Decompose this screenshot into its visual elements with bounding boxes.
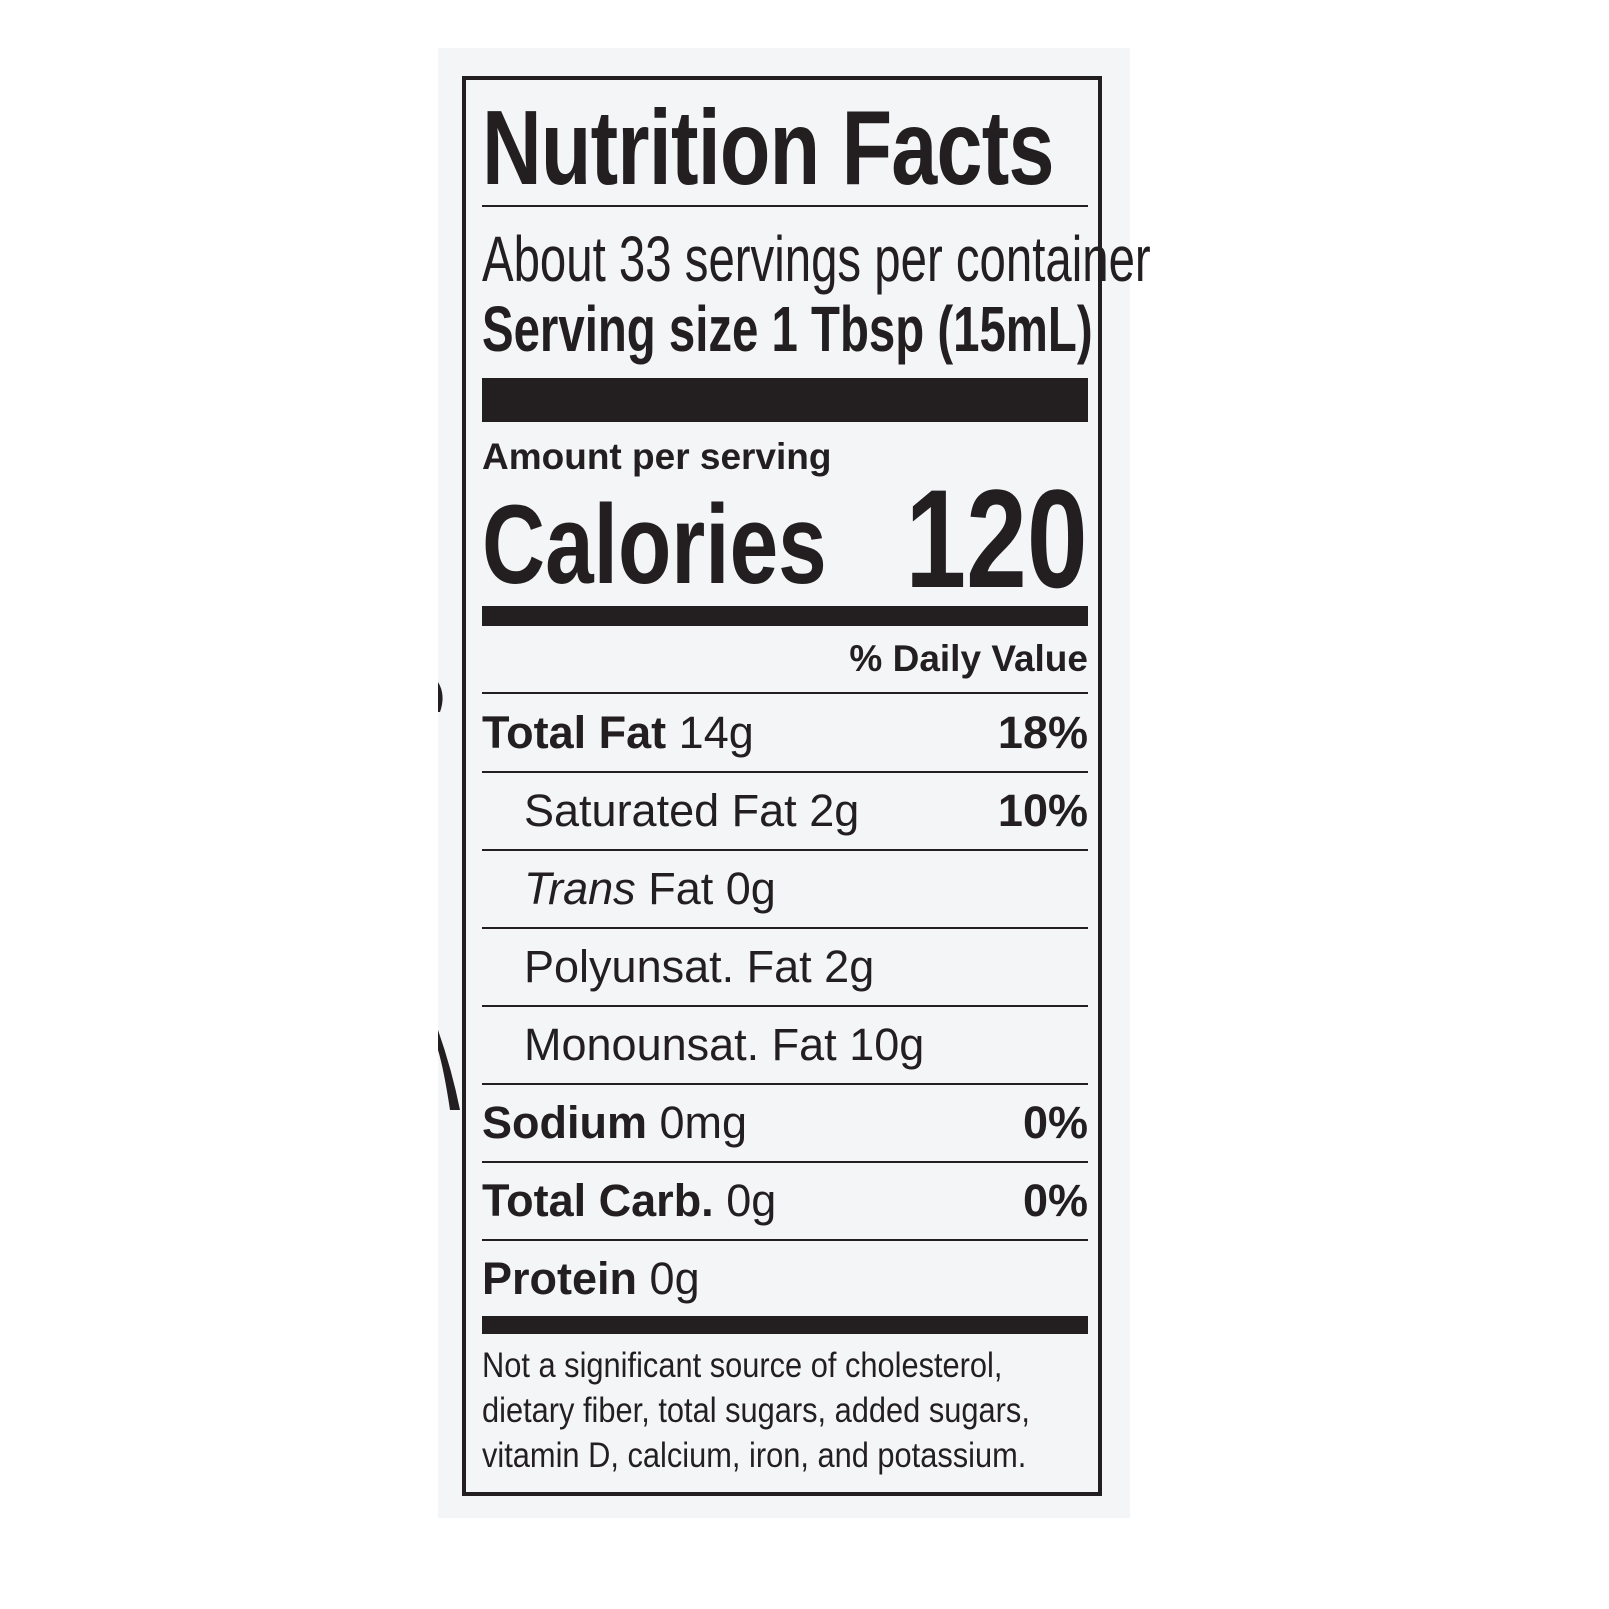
calories-label: Calories <box>482 482 827 607</box>
nutrient-amount: 0mg <box>659 1097 748 1148</box>
nutrient-amount: 2g <box>824 941 875 992</box>
nutrient-row-polyunsaturated-fat: Polyunsat. Fat 2g <box>482 928 1088 1006</box>
divider <box>482 927 1088 929</box>
serving-size: Serving size 1 Tbsp (15mL) <box>482 293 1093 365</box>
package-graphic-fragment <box>438 682 460 1110</box>
nutrient-label: Protein <box>482 1253 638 1304</box>
nutrient-label: Sodium <box>482 1097 647 1148</box>
label-title: Nutrition Facts <box>482 89 1054 207</box>
nutrient-amount: 10g <box>849 1019 925 1070</box>
daily-value-header: % Daily Value <box>849 638 1088 679</box>
nutrient-label-suffix: Fat <box>648 863 714 914</box>
nutrient-dv: 0% <box>1022 1175 1088 1226</box>
footnote-line: vitamin D, calcium, iron, and potassium. <box>482 1436 1027 1475</box>
medium-divider <box>482 606 1088 626</box>
nutrient-amount: 0g <box>725 863 776 914</box>
nutrient-row-protein: Protein 0g <box>482 1240 1088 1318</box>
divider <box>482 1005 1088 1007</box>
nutrient-dv: 10% <box>997 785 1088 836</box>
divider <box>482 205 1088 207</box>
divider <box>482 1161 1088 1163</box>
nutrient-amount: 0g <box>649 1253 700 1304</box>
thick-divider <box>482 378 1088 422</box>
nutrient-label: Trans <box>524 863 636 914</box>
amount-per-serving: Amount per serving <box>482 436 832 477</box>
medium-divider <box>482 1316 1088 1334</box>
nutrient-label: Total Fat <box>482 707 667 758</box>
nutrient-row-total-fat: Total Fat 14g 18% <box>482 694 1088 772</box>
nutrient-row-saturated-fat: Saturated Fat 2g 10% <box>482 772 1088 850</box>
nutrient-row-sodium: Sodium 0mg 0% <box>482 1084 1088 1162</box>
nutrient-label: Total Carb. <box>482 1175 714 1226</box>
divider <box>482 692 1088 694</box>
footnote-line: dietary fiber, total sugars, added sugar… <box>482 1391 1030 1430</box>
nutrient-dv: 0% <box>1022 1097 1088 1148</box>
footnote-line: Not a significant source of cholesterol, <box>482 1346 1003 1385</box>
nutrient-row-trans-fat: Trans Fat 0g <box>482 850 1088 928</box>
nutrition-facts-border <box>462 76 1102 1496</box>
nutrient-amount: 0g <box>726 1175 777 1226</box>
nutrient-label: Saturated Fat <box>524 785 797 836</box>
divider <box>482 771 1088 773</box>
divider <box>482 849 1088 851</box>
servings-per-container: About 33 servings per container <box>482 223 1151 295</box>
nutrient-label: Monounsat. Fat <box>524 1019 837 1070</box>
nutrient-amount: 2g <box>809 785 860 836</box>
nutrient-row-monounsaturated-fat: Monounsat. Fat 10g <box>482 1006 1088 1084</box>
nutrient-amount: 14g <box>678 707 754 758</box>
nutrient-row-total-carb: Total Carb. 0g 0% <box>482 1162 1088 1240</box>
nutrient-label: Polyunsat. Fat <box>524 941 812 992</box>
divider <box>482 1239 1088 1241</box>
label-background <box>438 48 1130 1518</box>
calories-value: 120 <box>905 460 1088 617</box>
divider <box>482 1083 1088 1085</box>
nutrient-dv: 18% <box>997 707 1088 758</box>
